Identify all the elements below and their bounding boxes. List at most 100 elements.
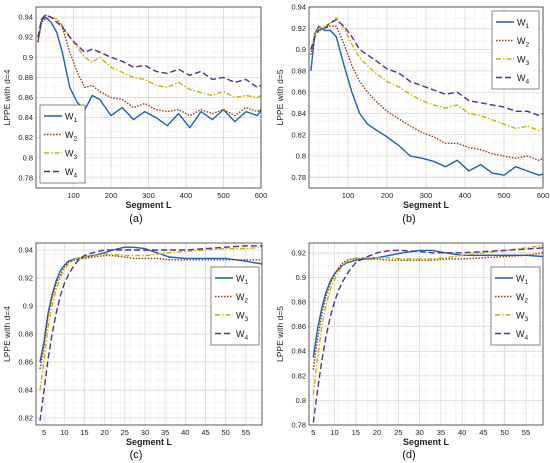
axes-frame: [35, 6, 262, 189]
x-tick-label: 20: [373, 428, 381, 437]
x-tick-label: 200: [105, 191, 118, 200]
y-tick-label: 0.82: [291, 371, 306, 380]
x-tick-label: 300: [420, 191, 433, 200]
x-tick-label: 35: [437, 428, 445, 437]
series-line-w2: [37, 16, 262, 117]
panel-caption-b: (b): [402, 213, 415, 225]
y-tick-label: 0.88: [18, 330, 33, 339]
y-tick-label: 0.82: [18, 414, 33, 423]
x-tick-label: 15: [352, 428, 360, 437]
y-axis-label: LPPE with d=4: [2, 69, 12, 125]
x-axis-label: Segment L: [126, 437, 173, 447]
x-tick-label: 50: [222, 428, 230, 437]
y-axis-label: LPPE with d=5: [275, 69, 285, 125]
y-tick-label: 0.82: [291, 130, 306, 139]
panel-caption-c: (c): [130, 449, 143, 461]
legend-box: [39, 104, 86, 184]
y-axis-label: LPPE with d=4: [2, 306, 12, 362]
y-tick-label: 0.84: [18, 113, 33, 122]
series-line-w1: [310, 25, 544, 176]
series-line-w4: [37, 14, 262, 89]
x-tick-label: 100: [67, 191, 80, 200]
series-line-w3: [310, 16, 544, 132]
y-tick-label: 0.92: [18, 33, 33, 42]
y-tick-label: 0.84: [291, 109, 306, 118]
x-tick-label: 20: [100, 428, 108, 437]
y-tick-label: 0.8: [23, 153, 33, 162]
series-line-w4: [39, 245, 262, 421]
y-tick-label: 0.9: [23, 53, 33, 62]
chart-panel-a: 100 200 300 400 500 600 0.78 0.8 0.82 0.84 0.86 0.8…: [2, 6, 268, 210]
legend-box: [491, 10, 540, 90]
x-tick-label: 500: [498, 191, 511, 200]
y-tick-label: 0.88: [291, 298, 306, 307]
series-line-w3: [39, 246, 263, 391]
legend-box: [490, 266, 541, 346]
panel-caption-a: (a): [129, 213, 142, 225]
x-tick-label: 600: [537, 191, 550, 200]
x-tick-label: 50: [501, 428, 509, 437]
x-tick-label: 400: [459, 191, 472, 200]
x-tick-label: 100: [342, 191, 355, 200]
x-tick-label: 10: [330, 428, 338, 437]
y-tick-label: 0.88: [291, 66, 306, 75]
y-tick-label: 0.8: [296, 152, 306, 161]
x-tick-label: 45: [201, 428, 209, 437]
x-tick-label: 40: [181, 428, 189, 437]
legend-box: [210, 266, 260, 346]
series-line-w4: [310, 19, 544, 117]
y-tick-label: 0.94: [291, 3, 306, 12]
y-tick-label: 0.82: [18, 133, 33, 142]
x-tick-label: 25: [121, 428, 129, 437]
x-tick-label: 25: [394, 428, 402, 437]
axes-frame: [35, 242, 263, 426]
x-tick-label: 5: [311, 428, 315, 437]
y-tick-label: 0.78: [291, 173, 306, 182]
x-tick-label: 30: [141, 428, 149, 437]
axes-frame: [308, 242, 544, 426]
x-tick-label: 600: [255, 191, 268, 200]
series-line-w3: [37, 14, 262, 99]
y-tick-label: 0.86: [291, 88, 306, 97]
x-tick-label: 400: [180, 191, 193, 200]
series-line-w1: [312, 249, 544, 358]
x-axis-label: Segment L: [125, 200, 172, 210]
chart-panel-c: 5 10 15 20 25 30 35 40 45 50 55 0.82 0.84 0.86 0.88 0.9…: [2, 242, 263, 447]
y-tick-label: 0.86: [18, 358, 33, 367]
axes-frame: [308, 6, 544, 189]
panel-caption-d: (d): [402, 449, 415, 461]
y-tick-label: 0.8: [296, 396, 306, 405]
series-line-w1: [39, 246, 263, 363]
y-tick-label: 0.9: [296, 273, 306, 282]
x-axis-label: Segment L: [403, 200, 450, 210]
x-tick-label: 30: [415, 428, 423, 437]
y-tick-label: 0.94: [18, 13, 33, 22]
y-tick-label: 0.84: [18, 386, 33, 395]
x-tick-label: 40: [458, 428, 466, 437]
y-axis-label: LPPE with d=5: [275, 306, 285, 362]
x-tick-label: 15: [80, 428, 88, 437]
x-tick-label: 55: [522, 428, 530, 437]
x-tick-label: 200: [381, 191, 394, 200]
chart-panel-b: 100 200 300 400 500 600 0.78 0.8 0.82 0.84 0.86 0.8…: [275, 3, 549, 211]
x-axis-label: Segment L: [403, 437, 450, 447]
y-tick-label: 0.86: [291, 322, 306, 331]
x-tick-label: 55: [242, 428, 250, 437]
y-tick-label: 0.88: [18, 73, 33, 82]
y-tick-label: 0.78: [18, 173, 33, 182]
series-line-w2: [39, 254, 262, 370]
series-line-w4: [312, 247, 544, 423]
y-tick-label: 0.92: [291, 24, 306, 33]
y-tick-label: 0.84: [291, 347, 306, 356]
y-tick-label: 0.94: [18, 246, 33, 255]
x-tick-label: 45: [479, 428, 487, 437]
y-tick-label: 0.9: [296, 45, 306, 54]
x-tick-label: 5: [42, 428, 46, 437]
series-line-w1: [37, 16, 262, 129]
series-line-w3: [312, 244, 544, 395]
y-tick-label: 0.9: [23, 302, 33, 311]
y-tick-label: 0.78: [291, 421, 306, 430]
y-tick-label: 0.92: [18, 274, 33, 283]
x-tick-label: 35: [161, 428, 169, 437]
